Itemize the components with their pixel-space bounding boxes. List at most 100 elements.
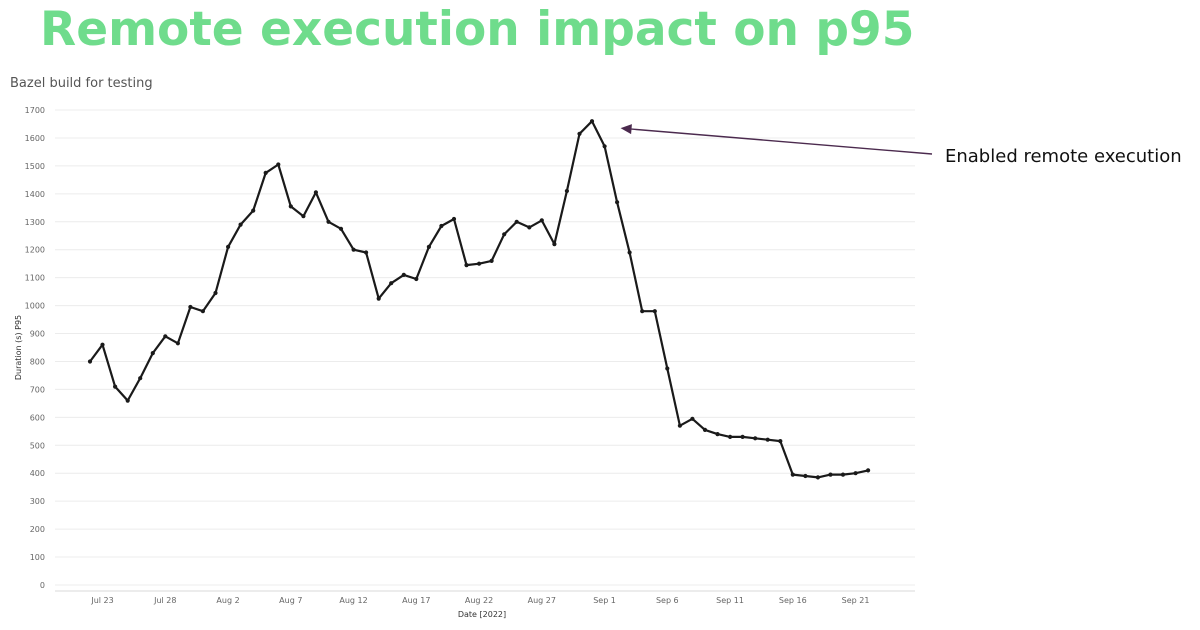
x-tick-label: Jul 28	[153, 596, 176, 605]
x-tick-label: Aug 17	[402, 596, 430, 605]
y-tick-label: 1500	[25, 162, 45, 171]
data-point	[477, 261, 482, 266]
data-point	[426, 244, 431, 249]
y-tick-label: 300	[30, 497, 45, 506]
data-point	[615, 200, 620, 205]
y-tick-label: 1400	[25, 190, 45, 199]
data-point	[866, 468, 871, 473]
data-point	[652, 309, 657, 314]
data-point	[665, 366, 670, 371]
slide-title: Remote execution impact on p95	[40, 2, 915, 57]
data-point	[690, 416, 695, 421]
annotation-label: Enabled remote execution	[945, 146, 1182, 167]
data-point	[414, 276, 419, 282]
data-point	[389, 281, 394, 286]
data-point	[326, 219, 331, 224]
data-point	[238, 222, 243, 227]
data-point	[213, 290, 218, 296]
data-point	[188, 304, 193, 310]
data-point	[489, 258, 494, 263]
plot-area	[87, 119, 871, 480]
x-tick-label: Aug 22	[465, 596, 493, 605]
data-point	[313, 190, 318, 195]
y-tick-label: 1600	[25, 134, 45, 143]
data-point	[138, 376, 143, 381]
y-tick-label: 1200	[25, 246, 45, 255]
data-point	[276, 162, 281, 167]
y-tick-label: 1700	[25, 106, 45, 115]
data-point	[150, 351, 155, 356]
data-point	[640, 309, 645, 314]
data-point	[765, 437, 770, 442]
data-point	[514, 219, 519, 224]
y-tick-label: 600	[30, 413, 45, 422]
x-tick-label: Aug 27	[528, 596, 556, 605]
data-point	[778, 439, 783, 444]
x-tick-label: Aug 12	[339, 596, 367, 605]
y-tick-label: 800	[30, 357, 45, 366]
data-point	[338, 226, 344, 231]
data-point	[125, 398, 130, 403]
data-point	[464, 263, 469, 268]
x-tick-label: Sep 1	[593, 596, 616, 605]
data-point	[364, 250, 369, 255]
y-tick-label: 900	[30, 330, 45, 339]
data-point	[840, 472, 846, 477]
data-point	[577, 131, 582, 136]
series-line	[89, 120, 869, 479]
x-tick-label: Sep 11	[716, 596, 744, 605]
data-point	[552, 242, 557, 247]
y-axis-title: Duration (s) P95	[14, 315, 23, 380]
data-point	[163, 334, 168, 339]
data-point	[853, 471, 858, 476]
x-tick-label: Aug 7	[279, 596, 302, 605]
y-tick-label: 1300	[25, 218, 45, 227]
data-point	[401, 272, 406, 277]
x-tick-label: Sep 16	[779, 596, 807, 605]
data-point	[627, 250, 632, 255]
data-point	[113, 384, 118, 389]
annotation-arrow	[631, 128, 933, 155]
data-point	[564, 188, 570, 194]
data-point	[301, 214, 306, 219]
data-point	[589, 119, 595, 124]
y-axis-ticks: 0 100 200 300 400 500 600 700 800 900 1000 1100 1200…	[25, 106, 45, 590]
y-tick-label: 700	[30, 385, 45, 394]
data-point	[263, 170, 268, 175]
data-point	[100, 342, 105, 347]
gridlines	[55, 109, 915, 592]
data-point	[815, 475, 821, 480]
data-point	[351, 247, 356, 252]
data-point	[175, 341, 180, 346]
y-tick-label: 1100	[25, 274, 45, 283]
data-point	[226, 244, 231, 249]
data-point	[728, 434, 733, 439]
data-point	[200, 309, 205, 314]
x-tick-label: Sep 21	[842, 596, 870, 605]
y-tick-label: 0	[40, 581, 45, 590]
data-point	[527, 225, 532, 230]
data-point	[740, 434, 745, 439]
data-point	[828, 472, 833, 477]
data-point	[715, 432, 720, 437]
x-tick-label: Aug 2	[216, 596, 239, 605]
data-point	[539, 218, 544, 223]
data-point	[87, 359, 93, 364]
x-axis-title: Date [2022]	[458, 610, 506, 619]
data-point	[439, 223, 444, 229]
chart-subtitle: Bazel build for testing	[10, 76, 153, 91]
data-point	[702, 427, 708, 432]
x-axis-ticks: Jul 23 Jul 28 Aug 2 Aug 7 Aug 12 Aug 17 Aug 22…	[90, 596, 869, 605]
data-point	[288, 204, 293, 209]
data-point	[251, 208, 256, 213]
data-point	[677, 423, 683, 428]
data-point	[451, 216, 457, 222]
y-tick-label: 400	[30, 469, 45, 478]
x-tick-label: Jul 23	[90, 596, 113, 605]
x-tick-label: Sep 6	[656, 596, 679, 605]
data-point	[376, 296, 381, 301]
data-point	[753, 436, 758, 441]
data-point	[602, 144, 607, 149]
annotation-arrowhead	[620, 124, 632, 135]
data-point	[790, 472, 795, 477]
